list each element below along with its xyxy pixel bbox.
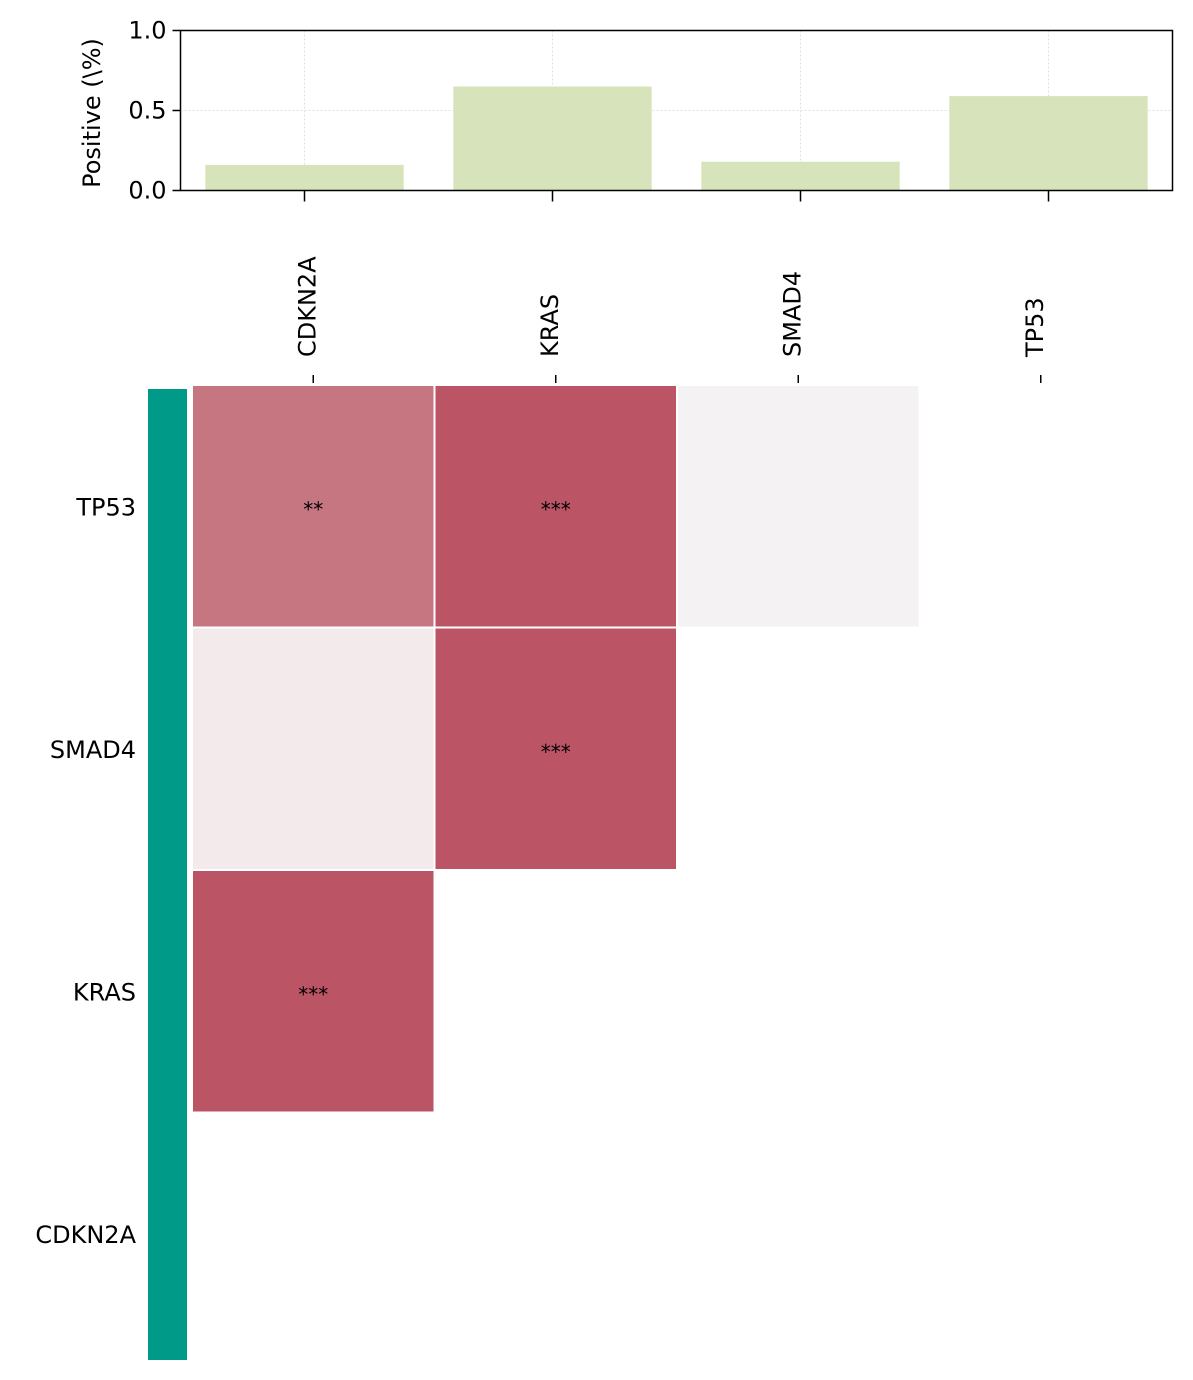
bar-x-ticks <box>303 190 1050 202</box>
heatmap-cell-significance-label: *** <box>541 740 571 764</box>
heatmap-cell-smad4-cdkn2a <box>191 626 436 871</box>
bar-y-tick-label: 0.0 <box>128 177 166 205</box>
heatmap-cell-significance-label: *** <box>298 982 328 1006</box>
heatmap: ** ********* CDKN2A KRAS SMAD4 TP53 TP53SMAD… <box>35 256 1049 1360</box>
bar-kras <box>453 86 652 191</box>
heatmap-y-tick-label: TP53 <box>75 493 136 521</box>
heatmap-cells: ** ********* <box>191 384 921 1114</box>
heatmap-x-tick-label: SMAD4 <box>778 271 806 357</box>
row-annotation-bar <box>148 389 187 1360</box>
bar-tp53 <box>949 96 1148 191</box>
heatmap-cell-smad4-kras <box>433 626 678 871</box>
heatmap-x-ticks: CDKN2A KRAS SMAD4 TP53 <box>293 256 1049 383</box>
heatmap-y-ticks: TP53 SMAD4 KRAS CDKN2A <box>35 493 136 1249</box>
bar-smad4 <box>701 161 900 191</box>
bar-y-tick-label: 0.5 <box>128 97 166 125</box>
bar-series <box>205 86 1148 191</box>
heatmap-y-tick-label: SMAD4 <box>50 736 136 764</box>
heatmap-cell-significance-label: ** <box>303 497 323 521</box>
heatmap-x-tick-label: CDKN2A <box>293 256 321 357</box>
heatmap-cell-tp53-cdkn2a <box>191 384 436 629</box>
heatmap-y-tick-label: KRAS <box>73 978 136 1006</box>
heatmap-cell-significance-label: *** <box>541 497 571 521</box>
heatmap-cell-kras-cdkn2a <box>191 869 436 1114</box>
bar-y-tick-label: 1.0 <box>128 17 166 45</box>
bar-y-ticks: 0.0 0.5 1.0 <box>128 17 181 205</box>
heatmap-x-tick-label: KRAS <box>536 294 564 357</box>
heatmap-cell-tp53-smad4 <box>676 384 921 629</box>
bar-y-axis-label: Positive (\%) <box>78 38 106 188</box>
bar-chart: 0.0 0.5 1.0 Positive (\%) <box>78 17 1174 205</box>
bar-cdkn2a <box>205 164 404 191</box>
heatmap-cell-tp53-kras <box>433 384 678 629</box>
heatmap-x-tick-label: TP53 <box>1021 297 1049 358</box>
heatmap-y-tick-label: CDKN2A <box>35 1221 136 1249</box>
